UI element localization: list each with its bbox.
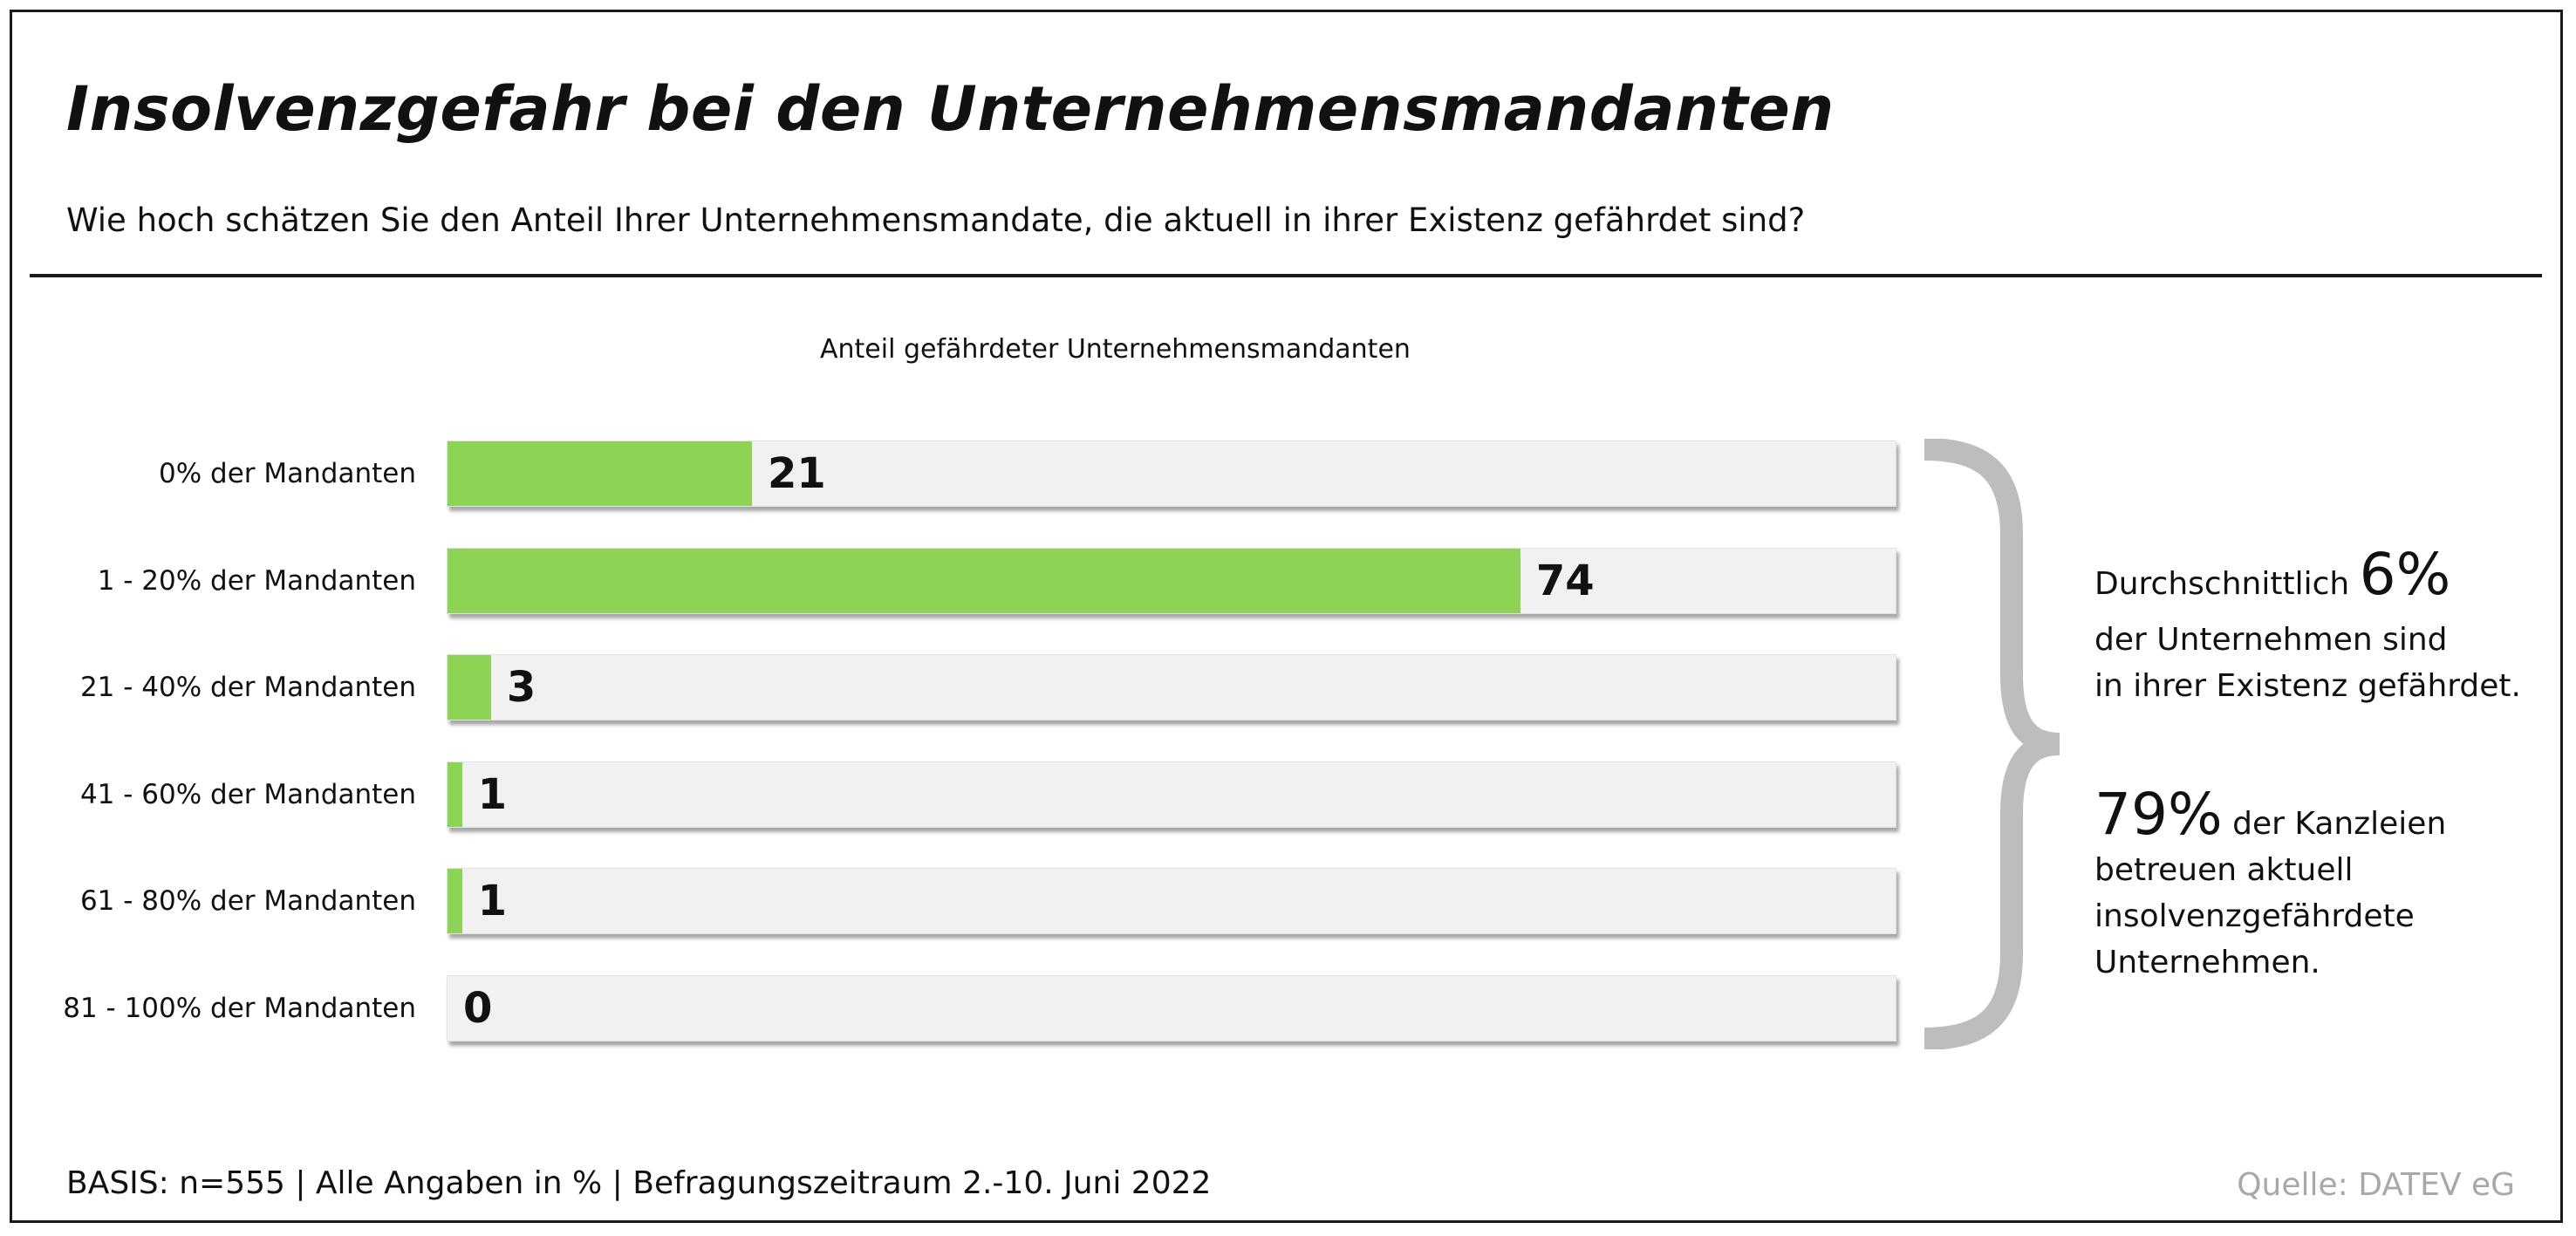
data-label: 1 xyxy=(477,769,508,819)
annotation-average-value: 6% xyxy=(2359,541,2451,608)
annotation-line6: insolvenzgefährdete xyxy=(2094,898,2415,934)
curly-brace-icon xyxy=(1923,439,2060,1049)
survey-question: Wie hoch schätzen Sie den Anteil Ihrer U… xyxy=(66,201,1806,239)
bar-track: 0 xyxy=(447,975,1896,1041)
category-label: 21 - 40% der Mandanten xyxy=(79,672,416,704)
bar-track: 1 xyxy=(447,761,1896,828)
annotation-line7: Unternehmen. xyxy=(2094,945,2320,980)
annotation-line5: betreuen aktuell xyxy=(2094,852,2354,888)
annotation-average: Durchschnittlich 6% xyxy=(2094,546,2450,607)
data-label: 3 xyxy=(506,663,536,713)
category-label: 61 - 80% der Mandanten xyxy=(79,885,416,918)
data-label: 1 xyxy=(477,877,508,926)
chart-frame xyxy=(10,10,2563,1223)
category-label: 1 - 20% der Mandanten xyxy=(97,564,416,597)
annotation-share-value: 79% xyxy=(2094,781,2223,848)
bar-track: 1 xyxy=(447,868,1896,935)
bar-track: 21 xyxy=(447,440,1896,507)
data-label: 21 xyxy=(768,449,826,498)
annotation-share-suffix: der Kanzleien xyxy=(2232,806,2447,842)
bar xyxy=(448,548,1520,613)
category-label: 0% der Mandanten xyxy=(159,458,416,489)
category-label: 41 - 60% der Mandanten xyxy=(79,778,416,810)
data-label: 0 xyxy=(463,984,493,1033)
bar xyxy=(448,655,491,720)
annotation-average-prefix: Durchschnittlich xyxy=(2094,566,2350,602)
chart-title: Anteil gefährdeter Unternehmensmandanten xyxy=(820,334,1411,365)
annotation-line2: der Unternehmen sind xyxy=(2094,622,2448,658)
category-label: 81 - 100% der Mandanten xyxy=(63,993,416,1024)
bar xyxy=(448,761,462,827)
page-title: Insolvenzgefahr bei den Unternehmensmand… xyxy=(66,73,1835,145)
bar-track: 3 xyxy=(447,654,1896,721)
bar xyxy=(448,869,462,934)
bar-track: 74 xyxy=(447,547,1896,614)
footer-source: Quelle: DATEV eG xyxy=(2237,1167,2515,1203)
annotation-line3: in ihrer Existenz gefährdet. xyxy=(2094,668,2521,704)
bar xyxy=(448,441,753,506)
footer-basis: BASIS: n=555 | Alle Angaben in % | Befra… xyxy=(66,1165,1212,1201)
data-label: 74 xyxy=(1535,556,1595,605)
header-divider xyxy=(30,274,2542,277)
annotation-share: 79% der Kanzleien xyxy=(2094,786,2447,847)
